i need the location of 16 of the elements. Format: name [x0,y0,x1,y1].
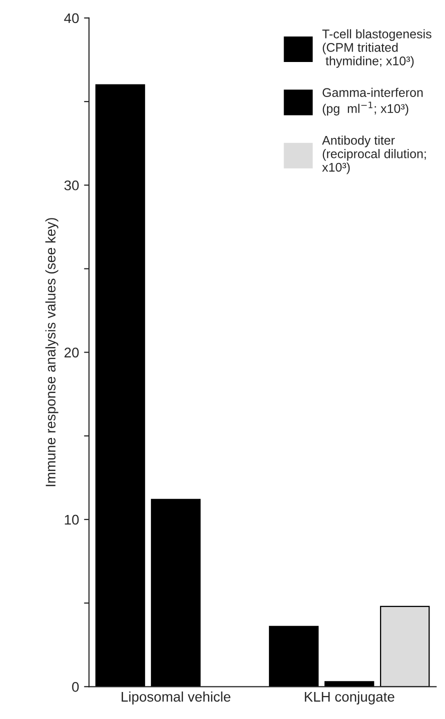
bar [380,606,430,687]
y-tick-label: 10 [64,514,79,525]
legend-label: T-cell blastogenesis (CPM tritiated thymidine; x10³) [322,29,432,68]
y-tick-label: 20 [64,348,79,358]
bar [95,84,146,687]
y-axis-title: Immune response analysis values (see key) [45,218,58,486]
y-tick-label: 40 [64,13,79,24]
bar [150,498,201,687]
bar [324,681,374,687]
legend-label: Gamma-interferon (pg ml$^{−1}$; x10³) [322,88,423,116]
bar [268,626,319,687]
y-tick-label: 0 [72,682,79,692]
x-tick-label: Liposomal vehicle [122,692,230,704]
x-tick-label: KLH conjugate [304,692,394,704]
legend-label: Antibody titer (reciprocal dilution; x10³) [322,136,426,174]
y-tick-label: 30 [64,180,79,190]
